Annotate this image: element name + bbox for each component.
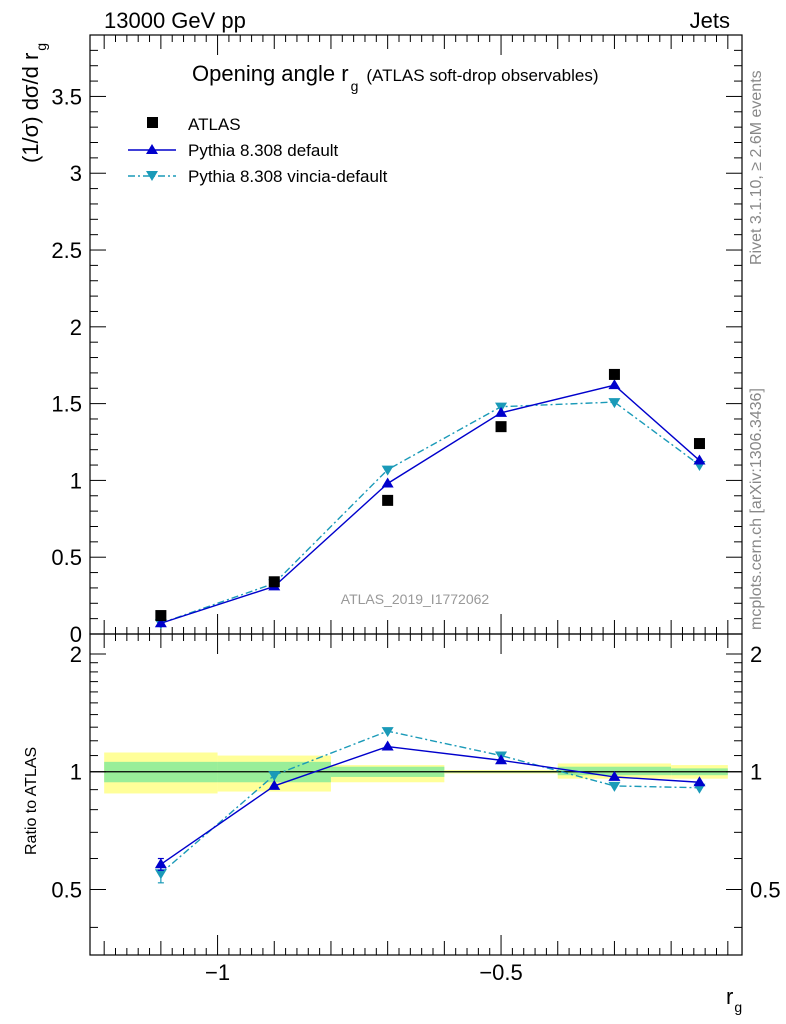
top-default-point: [154, 617, 167, 628]
legend-label-atlas: ATLAS: [188, 115, 241, 134]
ratio-default-point: [495, 754, 508, 765]
top-vincia-line: [160, 401, 700, 624]
legend-marker-default: [146, 144, 158, 154]
top-vincia-point: [608, 398, 621, 409]
ratio-default-point: [693, 776, 706, 787]
top-vincia-point: [381, 465, 394, 476]
rivet-label: Rivet 3.1.10, ≥ 2.6M events: [748, 70, 765, 265]
ratio-default-point: [381, 740, 394, 751]
ratio-vincia-line: [160, 730, 700, 874]
legend-label-vincia: Pythia 8.308 vincia-default: [188, 167, 388, 186]
mcplots-label: mcplots.cern.ch [arXiv:1306.3436]: [748, 388, 765, 630]
legend-marker-atlas: [147, 117, 158, 128]
ratio-panel-frame: −1 −0.5 0.5 0.5 1 1 2 2: [51, 633, 781, 985]
ratio-y-tick-label: 2: [70, 642, 82, 667]
ratio-default-point: [154, 858, 167, 869]
ratio-y-tick-label: 1: [70, 760, 82, 785]
ratio-vincia-point: [381, 727, 394, 738]
x-axis-label: rg: [726, 984, 742, 1015]
top-panel-frame: 0 0.5 1 1.5 2 2.5 3 3.5: [51, 34, 743, 647]
x-tick-label: −0.5: [479, 960, 522, 985]
ratio-vincia-point: [268, 771, 281, 782]
ratio-y-tick-label: 0.5: [51, 877, 82, 902]
top-atlas-point: [495, 421, 507, 433]
legend: ATLAS Pythia 8.308 default Pythia 8.308 …: [128, 115, 388, 186]
ratio-default-line: [160, 745, 700, 865]
top-atlas-point: [608, 368, 620, 380]
ratio-y-tick-label-right: 2: [750, 642, 762, 667]
ratio-uncertainty-bands: [104, 752, 728, 794]
top-default-point: [608, 379, 621, 390]
ratio-default-point: [268, 779, 281, 790]
top-atlas-point: [268, 576, 280, 588]
header-left: 13000 GeV pp: [104, 8, 246, 33]
analysis-watermark: ATLAS_2019_I1772062: [341, 591, 490, 607]
ratio-y-tick-label-right: 1: [750, 760, 762, 785]
top-default-point: [381, 477, 394, 488]
top-default-point: [693, 454, 706, 465]
y-tick-label: 2: [70, 315, 82, 340]
legend-label-default: Pythia 8.308 default: [188, 141, 339, 160]
ratio-panel-border: [89, 633, 743, 956]
top-atlas-point: [155, 610, 167, 622]
y-tick-label: 1: [70, 468, 82, 493]
ratio-vincia-point: [608, 781, 621, 792]
y-axis-label: (1/σ) dσ/d rg: [18, 43, 49, 163]
legend-marker-vincia: [146, 171, 158, 181]
y-tick-label: 0.5: [51, 545, 82, 570]
y-tick-label: 2.5: [51, 238, 82, 263]
ratio-default-point: [608, 770, 621, 781]
y-tick-label: 1.5: [51, 392, 82, 417]
chart-title: Opening angle r g(ATLAS soft-drop observa…: [192, 61, 598, 94]
y-tick-label: 3.5: [51, 84, 82, 109]
top-atlas-point: [382, 494, 394, 506]
ratio-axis-label: Ratio to ATLAS: [23, 747, 40, 855]
data-marks: [154, 368, 706, 884]
y-tick-label: 3: [70, 161, 82, 186]
ratio-vincia-point: [154, 869, 167, 880]
ratio-y-tick-label-right: 0.5: [750, 877, 781, 902]
top-atlas-point: [693, 438, 705, 450]
x-tick-label: −1: [205, 960, 230, 985]
top-default-line: [160, 384, 700, 624]
ratio-vincia-point: [693, 783, 706, 794]
y-tick-label: 0: [70, 622, 82, 647]
top-default-point: [495, 406, 508, 417]
header-right: Jets: [690, 8, 730, 33]
